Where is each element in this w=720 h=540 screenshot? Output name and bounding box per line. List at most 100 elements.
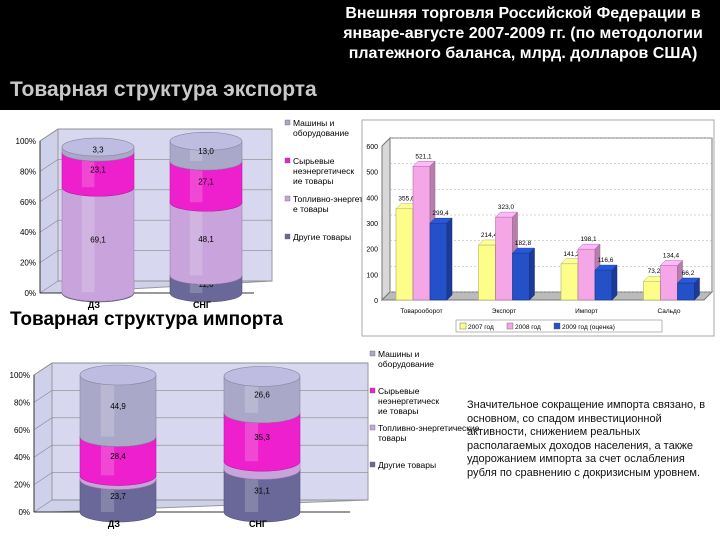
bar-value-label: 355,6 xyxy=(398,196,415,203)
gridline-diag xyxy=(33,472,53,485)
segment-value-label: 44,9 xyxy=(110,402,126,411)
y-tick-label: 40% xyxy=(14,453,30,462)
cylinder-segment xyxy=(79,374,157,447)
gridline-diag xyxy=(33,444,53,458)
legend-label: Машины и xyxy=(293,118,335,128)
gridline-diag xyxy=(39,250,59,263)
cylinder-highlight xyxy=(189,202,203,276)
y-tick-label: 40% xyxy=(20,228,36,237)
y-tick-label: 80% xyxy=(20,167,36,176)
legend-label: оборудование xyxy=(293,128,349,138)
segment-value-label: 48,1 xyxy=(198,235,214,244)
y-tick-label: 100% xyxy=(10,371,30,380)
y-tick-label: 100% xyxy=(16,137,36,146)
y-tick-label: 20% xyxy=(20,259,36,268)
gridline-diag xyxy=(39,159,59,172)
legend-swatch xyxy=(369,387,376,394)
legend-swatch xyxy=(506,322,514,330)
cylinder-segment xyxy=(61,186,135,302)
bar-side xyxy=(611,264,618,301)
gridline-diag xyxy=(39,280,59,294)
legend-label: ие товары xyxy=(293,176,333,186)
y-tick-label: 20% xyxy=(14,481,30,490)
segment-value-label: 3,3 xyxy=(92,146,104,155)
bar-front xyxy=(677,282,695,301)
x-tick-label: ДЗ xyxy=(88,300,101,310)
cylinder-segment xyxy=(79,436,157,486)
legend-label: Машины и xyxy=(378,349,420,359)
legend-swatch xyxy=(284,233,291,240)
legend-label: е товары xyxy=(293,204,329,214)
y-tick-label: 500 xyxy=(366,170,378,177)
bar-front xyxy=(412,165,431,301)
y-tick-label: 60% xyxy=(14,426,30,435)
segment-value-label: 26,6 xyxy=(254,391,270,400)
import-note: Значительное сокращение импорта связано,… xyxy=(467,399,706,479)
x-tick-label: Экспорт xyxy=(492,308,516,315)
legend-label: Сырьевые xyxy=(378,386,420,396)
bar-value-label: 73,2 xyxy=(648,268,661,275)
y-tick-label: 0% xyxy=(18,508,30,517)
cylinder-segment xyxy=(61,151,135,197)
y-tick-label: 600 xyxy=(366,144,378,151)
legend-label: оборудование xyxy=(378,359,434,369)
cylinder-top xyxy=(223,366,301,387)
segment-value-label: 35,3 xyxy=(254,433,270,442)
legend-label: Другие товары xyxy=(293,232,351,242)
legend-swatch xyxy=(553,322,561,330)
gridline-diag xyxy=(39,128,59,142)
bar-value-label: 299,4 xyxy=(432,210,449,217)
segment-value-label: 69,1 xyxy=(90,236,106,245)
gridline-diag xyxy=(39,219,59,233)
y-tick-label: 200 xyxy=(366,247,378,254)
x-tick-label: Товарооборот xyxy=(400,307,442,315)
gridline-diag xyxy=(33,390,53,403)
legend-label: Сырьевые xyxy=(293,156,335,166)
bar-value-label: 323,0 xyxy=(498,204,515,211)
bar-value-label: 134,4 xyxy=(663,253,680,260)
gridline-diag xyxy=(33,417,53,431)
bar-value-label: 66,2 xyxy=(682,270,695,277)
segment-value-label: 23,7 xyxy=(110,492,126,501)
legend-label: Топливно-энергетические xyxy=(378,423,480,433)
cylinder-highlight xyxy=(244,412,259,462)
legend-swatch xyxy=(369,424,376,431)
x-tick-label: Сальдо xyxy=(658,308,681,315)
segment-value-label: 27,1 xyxy=(198,178,214,187)
cylinder-segment xyxy=(223,376,301,424)
bar-front xyxy=(577,248,596,301)
import-title: Товарная структура импорта xyxy=(10,309,283,330)
segment-value-label: 11,6 xyxy=(199,280,215,289)
legend-swatch xyxy=(284,157,291,164)
y-tick-label: 0% xyxy=(24,289,36,298)
cylinder-top xyxy=(61,137,135,157)
legend-label: Топливно-энергетически xyxy=(293,194,390,204)
legend-label: Другие товары xyxy=(378,460,436,470)
legend-swatch xyxy=(369,461,376,468)
y-tick-label: 60% xyxy=(20,198,36,207)
cylinder-segment xyxy=(79,479,157,523)
cylinder-highlight xyxy=(81,187,95,293)
bar-value-label: 214,4 xyxy=(481,232,498,239)
gridline-diag xyxy=(33,499,53,513)
bar-side xyxy=(694,277,700,301)
trade-side-wall xyxy=(381,136,391,302)
legend-label: 2007 год xyxy=(468,324,494,331)
legend-swatch xyxy=(369,350,376,357)
bar-front xyxy=(660,265,678,301)
bar-front xyxy=(478,244,496,301)
cylinder-highlight xyxy=(189,161,203,203)
bar-value-label: 116,6 xyxy=(598,257,614,264)
y-tick-label: 80% xyxy=(14,398,30,407)
segment-value-label: 13,0 xyxy=(198,147,214,156)
cylinder-segment xyxy=(223,469,301,523)
bar-front xyxy=(643,280,661,301)
bar-value-label: 182,8 xyxy=(515,240,532,247)
bar-front xyxy=(512,252,530,301)
bar-front xyxy=(594,269,613,301)
y-tick-label: 0 xyxy=(374,298,378,305)
y-tick-label: 300 xyxy=(366,221,378,228)
bar-front xyxy=(429,222,448,301)
x-tick-label: СНГ xyxy=(193,300,211,310)
